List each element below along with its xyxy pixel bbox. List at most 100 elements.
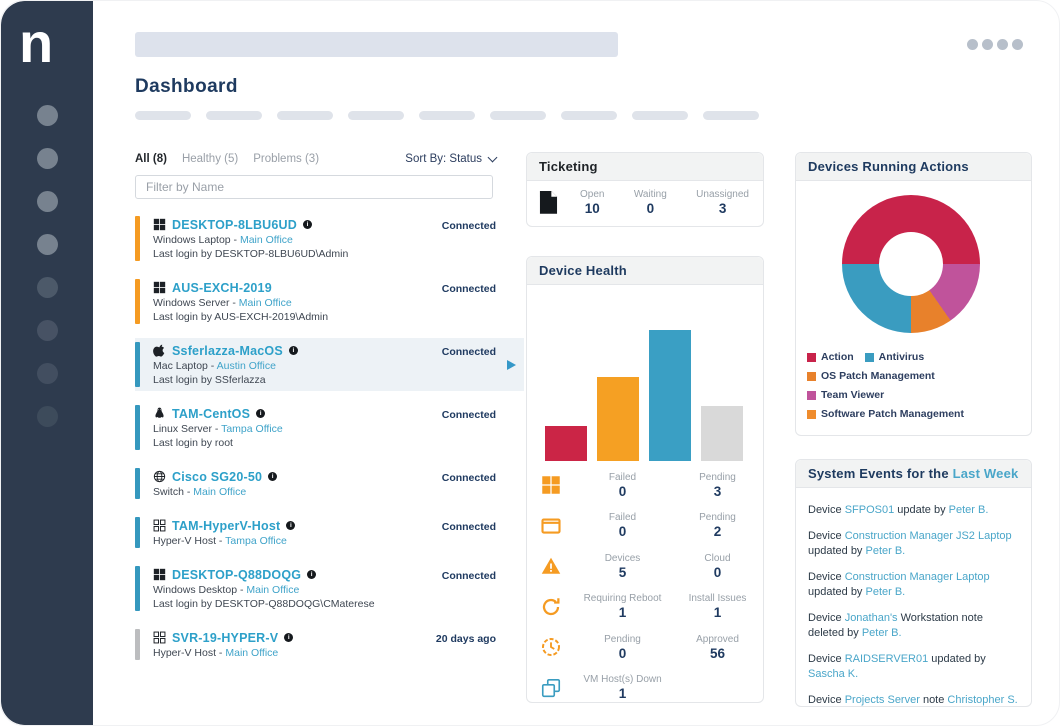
- nav-pill-placeholder[interactable]: [561, 111, 617, 120]
- sidebar-item-placeholder[interactable]: [36, 406, 58, 427]
- device-list-tab[interactable]: All (8): [135, 153, 167, 165]
- device-row-content: DESKTOP-Q88DOQG i Windows Desktop - Main O…: [153, 566, 375, 611]
- device-location-link[interactable]: Main Office: [193, 486, 247, 498]
- system-event-item: Device Jonathan's Workstation note delet…: [808, 611, 1019, 641]
- device-row[interactable]: SVR-19-HYPER-V i Hyper-V Host - Main Offic…: [135, 625, 524, 664]
- app-sidebar: n: [1, 1, 93, 725]
- device-row[interactable]: TAM-CentOS i Linux Server - Tampa Office La…: [135, 401, 524, 454]
- nav-pill-placeholder[interactable]: [348, 111, 404, 120]
- device-row-content: TAM-CentOS i Linux Server - Tampa Office La…: [153, 405, 283, 450]
- device-name[interactable]: AUS-EXCH-2019: [172, 280, 272, 295]
- device-name[interactable]: Ssferlazza-MacOS: [172, 343, 283, 358]
- device-last-login: Last login by root: [153, 437, 233, 449]
- nav-pill-placeholder[interactable]: [419, 111, 475, 120]
- ticket-stat-label: Open: [580, 189, 605, 200]
- info-icon[interactable]: i: [268, 472, 278, 481]
- device-row[interactable]: DESKTOP-Q88DOQG i Windows Desktop - Main O…: [135, 562, 524, 615]
- device-status: Connected: [441, 409, 496, 421]
- sidebar-item-placeholder[interactable]: [36, 363, 58, 384]
- info-icon[interactable]: i: [303, 220, 313, 229]
- device-location-link[interactable]: Austin Office: [216, 360, 276, 372]
- system-event-item: Device Construction Manager Laptop updat…: [808, 570, 1019, 600]
- event-link[interactable]: Construction Manager Laptop: [844, 571, 990, 583]
- nav-pill-placeholder[interactable]: [277, 111, 333, 120]
- device-type-location: Windows Laptop - Main Office: [153, 233, 348, 247]
- info-icon[interactable]: i: [288, 346, 298, 355]
- event-link[interactable]: Construction Manager JS2 Laptop: [844, 530, 1012, 542]
- health-stat: Pending 2: [670, 512, 765, 539]
- sort-by-dropdown[interactable]: Sort By: Status: [405, 152, 498, 165]
- hyperv-icon: [153, 519, 166, 532]
- device-name[interactable]: TAM-CentOS: [172, 406, 251, 421]
- nav-pill-placeholder[interactable]: [206, 111, 262, 120]
- sidebar-item-placeholder[interactable]: [36, 105, 58, 126]
- info-icon[interactable]: i: [307, 570, 317, 579]
- device-row-content: TAM-HyperV-Host i Hyper-V Host - Tampa Off…: [153, 517, 296, 548]
- device-location-link[interactable]: Tampa Office: [221, 423, 283, 435]
- event-link[interactable]: Christopher S.: [947, 694, 1018, 706]
- device-location-link[interactable]: Main Office: [238, 297, 292, 309]
- device-row[interactable]: AUS-EXCH-2019 Windows Server - Main Offic…: [135, 275, 524, 328]
- device-status: Connected: [441, 346, 496, 358]
- sidebar-item-placeholder[interactable]: [36, 191, 58, 212]
- sidebar-item-placeholder[interactable]: [36, 320, 58, 341]
- device-list-tab[interactable]: Problems (3): [253, 153, 320, 165]
- chevron-down-icon: [487, 152, 498, 162]
- sidebar-item-placeholder[interactable]: [36, 234, 58, 255]
- device-last-login: Last login by DESKTOP-Q88DOQG\CMaterese: [153, 598, 375, 610]
- nav-pill-placeholder[interactable]: [703, 111, 759, 120]
- window-dot: [982, 39, 993, 50]
- event-text: updated by: [808, 545, 866, 557]
- device-name[interactable]: DESKTOP-Q88DOQG: [172, 567, 302, 582]
- health-stat-value: 2: [713, 524, 722, 540]
- device-name[interactable]: Cisco SG20-50: [172, 469, 263, 484]
- device-name[interactable]: DESKTOP-8LBU6UD: [172, 217, 298, 232]
- device-type: Windows Laptop -: [153, 234, 240, 246]
- device-location-link[interactable]: Main Office: [225, 647, 279, 659]
- sidebar-item-placeholder[interactable]: [36, 148, 58, 169]
- device-list-tab[interactable]: Healthy (5): [181, 153, 239, 165]
- system-events-title-link[interactable]: Last Week: [952, 466, 1019, 481]
- event-link[interactable]: SFPOS01: [844, 504, 895, 516]
- device-row[interactable]: TAM-HyperV-Host i Hyper-V Host - Tampa Off…: [135, 513, 524, 552]
- device-name[interactable]: SVR-19-HYPER-V: [172, 630, 279, 645]
- device-row-title: TAM-CentOS i: [153, 405, 283, 422]
- device-row[interactable]: Ssferlazza-MacOS i Mac Laptop - Austin Off…: [135, 338, 524, 391]
- device-row[interactable]: DESKTOP-8LBU6UD i Windows Laptop - Main Of…: [135, 212, 524, 265]
- device-location-link[interactable]: Main Office: [239, 234, 293, 246]
- device-name[interactable]: TAM-HyperV-Host: [172, 518, 281, 533]
- device-type: Mac Laptop -: [153, 360, 217, 372]
- device-location-link[interactable]: Tampa Office: [225, 535, 287, 547]
- event-link[interactable]: Peter B.: [865, 545, 906, 557]
- legend-item: Action: [807, 351, 854, 363]
- device-row[interactable]: Cisco SG20-50 i Switch - Main Office Connec…: [135, 464, 524, 503]
- filter-by-name-input[interactable]: [135, 175, 493, 199]
- event-text: Device: [808, 504, 845, 516]
- health-stat: Pending 0: [575, 634, 670, 661]
- nav-pill-placeholder[interactable]: [135, 111, 191, 120]
- event-link[interactable]: Peter B.: [861, 627, 902, 639]
- running-actions-donut-chart: [796, 181, 1031, 347]
- info-icon[interactable]: i: [256, 409, 266, 418]
- event-text: Device: [808, 612, 845, 624]
- windows-icon: [153, 218, 166, 231]
- legend-label: Antivirus: [878, 351, 925, 363]
- health-stat: Devices 5: [575, 553, 670, 580]
- ticket-stat-label: Unassigned: [696, 189, 749, 200]
- event-link[interactable]: Projects Server: [844, 694, 920, 706]
- app-logo[interactable]: n: [19, 11, 53, 74]
- row-selected-arrow-icon[interactable]: [507, 359, 516, 370]
- event-link[interactable]: Sascha K.: [808, 668, 859, 680]
- ticket-stat: Unassigned 3: [696, 189, 749, 216]
- event-link[interactable]: Peter B.: [865, 586, 906, 598]
- nav-pill-placeholder[interactable]: [632, 111, 688, 120]
- event-link[interactable]: Jonathan's: [844, 612, 898, 624]
- nav-pill-placeholder[interactable]: [490, 111, 546, 120]
- info-icon[interactable]: i: [284, 633, 294, 642]
- event-link[interactable]: Peter B.: [948, 504, 989, 516]
- donut-ring: [842, 195, 980, 333]
- sidebar-item-placeholder[interactable]: [36, 277, 58, 298]
- info-icon[interactable]: i: [286, 521, 296, 530]
- event-link[interactable]: RAIDSERVER01: [844, 653, 929, 665]
- device-location-link[interactable]: Main Office: [246, 584, 300, 596]
